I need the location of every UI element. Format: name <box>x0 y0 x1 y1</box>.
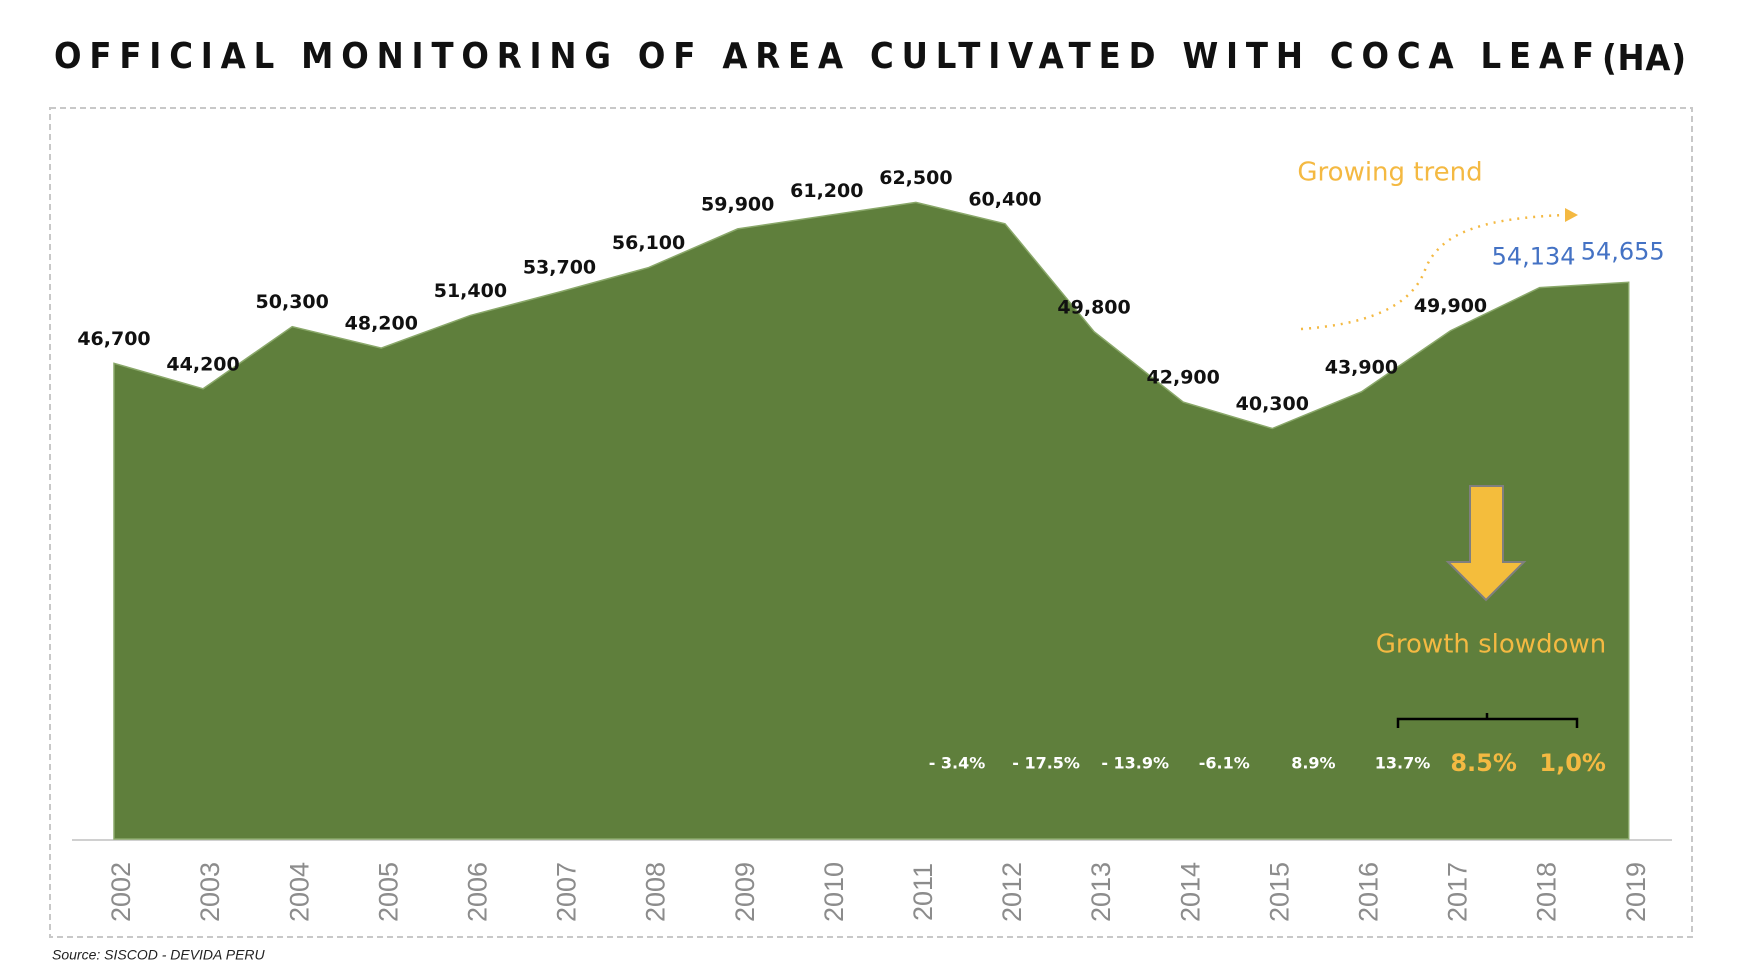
x-tick-label: 2011 <box>908 863 938 921</box>
bracket <box>1396 713 1579 728</box>
value-label: 49,800 <box>1057 296 1130 318</box>
value-label: 48,200 <box>345 313 418 335</box>
change-label: 8.9% <box>1291 754 1335 773</box>
change-label: -6.1% <box>1199 754 1250 773</box>
value-label: 44,200 <box>166 353 239 375</box>
change-label: - 13.9% <box>1101 754 1169 773</box>
change-label: 1,0% <box>1539 749 1606 777</box>
down-arrow <box>1445 485 1527 602</box>
value-label: 61,200 <box>790 180 863 202</box>
value-label: 40,300 <box>1236 393 1309 415</box>
change-label: - 3.4% <box>929 754 986 773</box>
x-tick-label: 2008 <box>641 862 671 922</box>
value-label: 60,400 <box>968 188 1041 210</box>
x-tick-label: 2002 <box>106 862 136 922</box>
value-label: 42,900 <box>1147 367 1220 389</box>
annotation: Growth slowdown <box>1376 630 1606 660</box>
trend-curve <box>1300 213 1566 331</box>
value-label: 50,300 <box>256 291 329 313</box>
value-label: 62,500 <box>879 167 952 189</box>
x-tick-label: 2012 <box>997 862 1027 922</box>
trend-arrowhead <box>1565 208 1578 222</box>
value-label: 53,700 <box>523 257 596 279</box>
value-label: 46,700 <box>77 328 150 350</box>
x-tick-label: 2005 <box>373 862 403 922</box>
value-label: 49,900 <box>1414 295 1487 317</box>
value-label: 54,655 <box>1581 237 1665 265</box>
x-tick-label: 2007 <box>552 862 582 922</box>
chart-unit: (HA) <box>1602 38 1686 79</box>
x-tick-label: 2010 <box>819 862 849 922</box>
x-tick-label: 2014 <box>1175 862 1205 922</box>
change-label: 13.7% <box>1375 754 1431 773</box>
x-tick-label: 2003 <box>195 862 225 922</box>
x-tick-label: 2017 <box>1443 862 1473 922</box>
x-tick-label: 2016 <box>1354 862 1384 922</box>
value-label: 59,900 <box>701 193 774 215</box>
annotation-layer <box>1300 208 1579 728</box>
source: Source: SISCOD - DEVIDA PERU <box>52 947 266 963</box>
annotation: Growing trend <box>1297 158 1482 188</box>
value-label: 56,100 <box>612 232 685 254</box>
change-label: 8.5% <box>1450 749 1517 777</box>
x-tick-label: 2013 <box>1086 862 1116 922</box>
x-tick-label: 2009 <box>730 862 760 922</box>
value-label: 43,900 <box>1325 356 1398 378</box>
area <box>113 201 1630 840</box>
value-label: 54,134 <box>1492 243 1576 271</box>
value-label: 51,400 <box>434 280 507 302</box>
change-label: - 17.5% <box>1012 754 1080 773</box>
chart-frame <box>49 107 1693 938</box>
x-tick-label: 2019 <box>1621 862 1651 922</box>
chart-title: OFFICIAL MONITORING OF AREA CULTIVATED W… <box>54 36 1594 77</box>
x-tick-label: 2015 <box>1264 862 1294 922</box>
x-tick-label: 2004 <box>284 862 314 922</box>
x-tick-label: 2006 <box>463 862 493 922</box>
x-tick-label: 2018 <box>1532 862 1562 922</box>
